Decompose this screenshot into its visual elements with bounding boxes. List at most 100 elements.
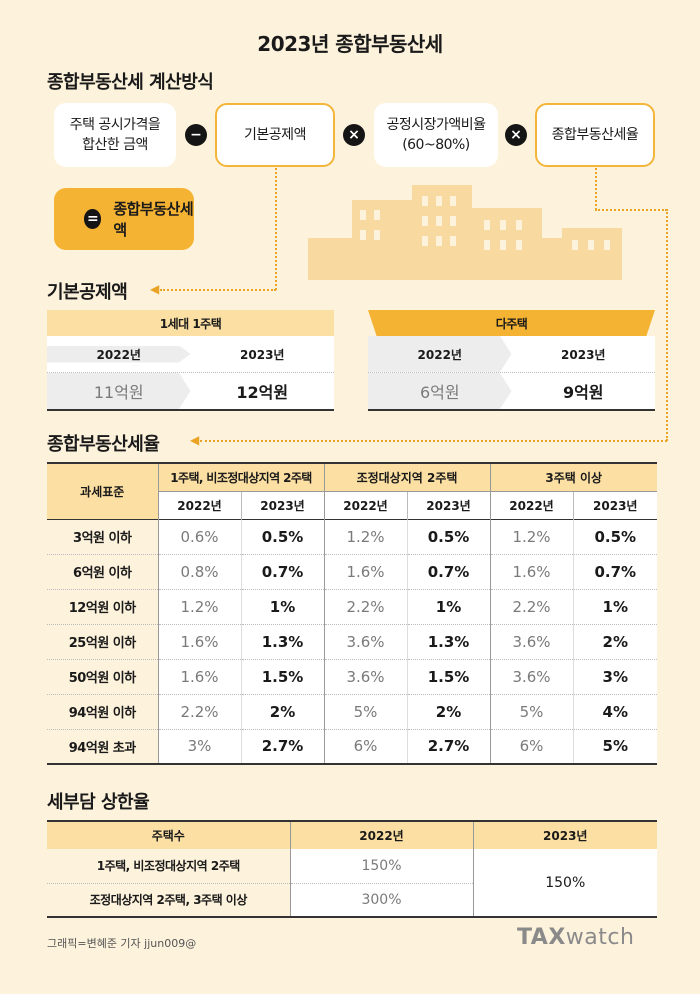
- rate-cell-2023: 1.3%: [407, 624, 491, 659]
- rate-cell-2022: 6%: [324, 729, 408, 764]
- rate-cell-2022: 1.2%: [490, 519, 574, 554]
- deduction-value-2023: 12억원: [236, 383, 289, 402]
- page-title: 2023년 종합부동산세: [257, 32, 443, 56]
- cap-table: 주택수 2022년 2023년 1주택, 비조정대상지역 2주택 150% 15…: [47, 820, 657, 918]
- rate-cell-2022: 3.6%: [324, 624, 408, 659]
- rate-cell-2023: 2.7%: [407, 729, 491, 764]
- calc-box-tax-rate: 종합부동산세율: [535, 103, 655, 167]
- rate-cell-2022: 0.8%: [158, 554, 242, 589]
- cap-col-header: 2023년: [543, 829, 588, 843]
- calc-box-line: 주택 공시가격을: [69, 116, 161, 133]
- rate-cell-2022: 3%: [158, 729, 242, 764]
- deduction-multi-table: 다주택 2022년 2023년 6억원 9억원: [368, 310, 655, 411]
- connector-line: [160, 289, 276, 291]
- year-header: 2022년: [158, 491, 242, 519]
- cap-col-header: 주택수: [47, 821, 291, 849]
- calc-box-deduction: 기본공제액: [215, 103, 335, 167]
- cap-heading: 세부담 상한율: [47, 792, 150, 813]
- year-label: 2023년: [561, 347, 606, 362]
- rate-cell-2022: 3.6%: [324, 659, 408, 694]
- rates-table: 과세표준 1주택, 비조정대상지역 2주택 조정대상지역 2주택 3주택 이상 …: [47, 462, 657, 765]
- equals-icon: =: [84, 209, 102, 229]
- rate-cell-2022: 1.6%: [158, 659, 242, 694]
- row-label: 6억원 이하: [47, 554, 159, 589]
- rate-cell-2022: 1.6%: [490, 554, 574, 589]
- rate-cell-2023: 3%: [573, 659, 657, 694]
- year-header: 2022년: [324, 491, 408, 519]
- rate-cell-2023: 1%: [407, 589, 491, 624]
- col-group-header: 3주택 이상: [490, 463, 657, 492]
- cap-value-2022: 300%: [290, 883, 474, 917]
- rates-heading: 종합부동산세율: [47, 434, 160, 455]
- connector-line: [666, 209, 668, 441]
- rate-cell-2022: 1.6%: [324, 554, 408, 589]
- rate-cell-2023: 2%: [573, 624, 657, 659]
- deduction-value-2022: 11억원: [47, 373, 191, 409]
- logo-light: watch: [565, 925, 635, 950]
- cap-row-label: 1주택, 비조정대상지역 2주택: [47, 849, 291, 884]
- col-group-header: 1주택, 비조정대상지역 2주택: [158, 463, 325, 492]
- rate-cell-2022: 2.2%: [490, 589, 574, 624]
- rate-cell-2023: 5%: [573, 729, 657, 764]
- minus-icon: −: [185, 124, 207, 146]
- calc-box-line: 합산한 금액: [82, 137, 148, 153]
- rate-cell-2023: 1%: [573, 589, 657, 624]
- connector-line: [200, 440, 667, 442]
- row-label: 12억원 이하: [47, 589, 159, 624]
- calc-result-label: 종합부동산세액: [113, 200, 194, 239]
- deduction-heading: 기본공제액: [47, 282, 128, 303]
- calc-box-line: (60~80%): [402, 137, 470, 153]
- rate-cell-2023: 1.5%: [407, 659, 491, 694]
- connector-line: [275, 168, 277, 290]
- rate-cell-2022: 3.6%: [490, 659, 574, 694]
- logo-bold: TAX: [517, 925, 566, 950]
- row-label: 3억원 이하: [47, 519, 159, 554]
- arrow-left-icon: ◀: [190, 433, 200, 447]
- table-row: 12억원 이하 1.2% 1% 2.2% 1% 2.2% 1%: [47, 589, 657, 624]
- rate-cell-2023: 2%: [407, 694, 491, 729]
- rate-cell-2022: 0.6%: [158, 519, 242, 554]
- connector-line: [595, 168, 597, 210]
- year-header: 2023년: [241, 491, 325, 519]
- table-row: 6억원 이하 0.8% 0.7% 1.6% 0.7% 1.6% 0.7%: [47, 554, 657, 589]
- rate-cell-2023: 1%: [241, 589, 325, 624]
- table-row: 3억원 이하 0.6% 0.5% 1.2% 0.5% 1.2% 0.5%: [47, 519, 657, 554]
- rate-cell-2023: 2.7%: [241, 729, 325, 764]
- taxwatch-logo: TAXwatch: [517, 925, 634, 950]
- rate-cell-2023: 0.7%: [573, 554, 657, 589]
- building-illustration: [308, 185, 622, 280]
- times-icon: ×: [343, 124, 365, 146]
- rate-cell-2023: 0.7%: [407, 554, 491, 589]
- rate-cell-2022: 5%: [490, 694, 574, 729]
- deduction-multi-title: 다주택: [368, 310, 655, 336]
- deduction-value-2022: 6억원: [368, 373, 512, 409]
- table-row: 50억원 이하 1.6% 1.5% 3.6% 1.5% 3.6% 3%: [47, 659, 657, 694]
- rate-cell-2023: 2%: [241, 694, 325, 729]
- rate-cell-2022: 5%: [324, 694, 408, 729]
- cap-value-2023: 150%: [473, 849, 657, 917]
- rate-cell-2023: 0.5%: [407, 519, 491, 554]
- year-header: 2023년: [573, 491, 657, 519]
- table-row: 94억원 이하 2.2% 2% 5% 2% 5% 4%: [47, 694, 657, 729]
- rate-cell-2022: 6%: [490, 729, 574, 764]
- row-label: 94억원 이하: [47, 694, 159, 729]
- year-label: 2022년: [47, 345, 191, 363]
- graphic-credit: 그래픽=변혜준 기자 jjun009@: [47, 937, 197, 950]
- deduction-single-table: 1세대 1주택 2022년 2023년 11억원 12억원: [47, 310, 334, 411]
- rate-cell-2023: 0.7%: [241, 554, 325, 589]
- rate-cell-2022: 2.2%: [158, 694, 242, 729]
- rate-cell-2023: 0.5%: [573, 519, 657, 554]
- row-label: 94억원 초과: [47, 729, 159, 764]
- cap-value-2022: 150%: [290, 849, 474, 884]
- calc-result: = 종합부동산세액: [54, 188, 194, 250]
- year-label: 2023년: [240, 347, 285, 362]
- cap-col-header: 2022년: [290, 821, 474, 849]
- rate-cell-2022: 1.6%: [158, 624, 242, 659]
- table-row: 94억원 초과 3% 2.7% 6% 2.7% 6% 5%: [47, 729, 657, 764]
- calc-box-line: 공정시장가액비율: [386, 116, 486, 133]
- rate-cell-2023: 1.3%: [241, 624, 325, 659]
- rate-cell-2022: 3.6%: [490, 624, 574, 659]
- deduction-single-title: 1세대 1주택: [47, 310, 334, 336]
- connector-line: [595, 209, 667, 211]
